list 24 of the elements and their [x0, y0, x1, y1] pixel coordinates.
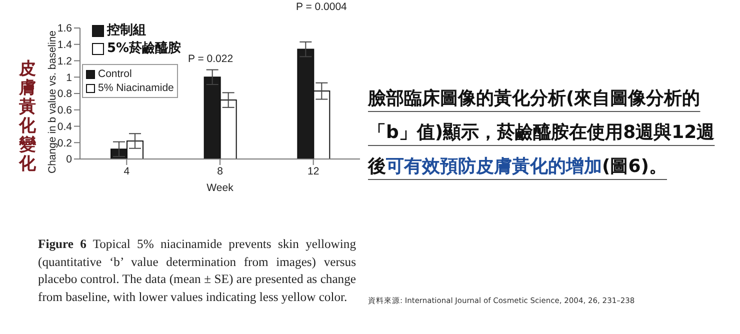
- text: 可有效預防皮膚黃化的增加: [386, 156, 602, 177]
- text: (圖6)。: [602, 156, 667, 177]
- annotation: 5%菸鹼醯胺: [106, 40, 182, 58]
- y-tick-label: 0.2: [57, 137, 72, 150]
- legend-label: 5% Niacinamide: [97, 81, 174, 95]
- annotation: P = 0.022: [188, 53, 234, 65]
- y-tick-label: 1: [66, 72, 72, 84]
- text: P = 0.0004: [296, 1, 347, 13]
- y-tick-label: 1.4: [57, 39, 72, 52]
- y-tick-label: 1.6: [57, 22, 72, 35]
- text: 皮膚黃化變化: [19, 59, 37, 174]
- y-tick-label: 0.4: [57, 120, 72, 133]
- y-axis-title: Change in b value vs. baseline: [46, 30, 59, 174]
- x-tick-label: 12: [307, 165, 320, 178]
- x-tick-label: 8: [217, 165, 224, 178]
- y-tick-label: 1.2: [57, 55, 72, 68]
- annotation: 控制組: [106, 22, 147, 40]
- y-tick-label: 0.8: [57, 88, 72, 100]
- y-tick-label: 0: [66, 154, 72, 166]
- x-tick-label: 4: [124, 165, 130, 178]
- y-tick-label: 0.6: [57, 104, 72, 117]
- x-axis-title: Week: [206, 182, 234, 194]
- legend-label: Control: [97, 67, 133, 81]
- caption: Figure 6: [38, 237, 86, 251]
